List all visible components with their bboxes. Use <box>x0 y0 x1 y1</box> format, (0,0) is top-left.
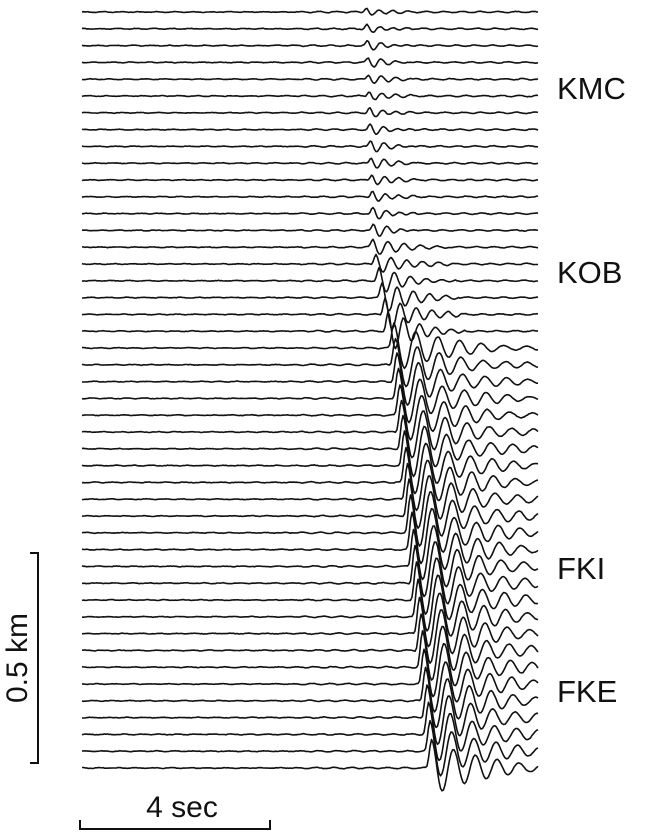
seismogram-trace <box>81 630 539 698</box>
seismogram-trace <box>81 91 539 101</box>
seismogram-trace <box>81 478 539 547</box>
seismogram-trace <box>82 322 539 370</box>
seismogram-trace <box>81 174 539 186</box>
seismogram-trace <box>81 446 539 512</box>
seismogram-trace <box>81 399 539 459</box>
time-scale-bar <box>79 820 271 830</box>
seismogram-trace <box>81 528 539 598</box>
seismogram-trace <box>82 206 539 220</box>
time-scale-label: 4 sec <box>146 791 218 824</box>
distance-scale-label: 0.5 km <box>1 613 34 703</box>
seismogram-trace <box>81 701 539 762</box>
seismogram-trace <box>81 494 539 565</box>
seismogram-trace <box>81 266 538 293</box>
seismogram-trace <box>81 511 539 581</box>
seismogram-trace <box>81 648 539 713</box>
seismogram-trace <box>81 430 539 495</box>
seismogram-trace <box>81 297 539 330</box>
seismogram-trace <box>81 719 539 777</box>
seismogram-trace <box>81 666 539 729</box>
seismogram-trace <box>82 596 539 664</box>
seismogram-trace <box>82 282 539 312</box>
seismogram-trace <box>81 414 539 478</box>
station-label-fki: FKI <box>557 551 605 586</box>
seismogram-trace <box>81 140 539 153</box>
seismogram-trace <box>81 310 539 350</box>
seismogram-trace <box>81 367 539 424</box>
station-label-kmc: KMC <box>557 71 626 106</box>
seismogram-trace <box>81 544 539 615</box>
seismogram-trace <box>81 157 539 169</box>
seismogram-trace <box>81 462 539 529</box>
seismogram-trace <box>81 352 538 406</box>
seismogram-trace <box>82 684 539 746</box>
seismogram-trace <box>81 23 539 33</box>
seismogram-trace <box>81 57 539 68</box>
seismogram-trace <box>81 337 539 388</box>
seismogram-trace <box>81 238 539 255</box>
seismogram-trace <box>81 253 539 273</box>
seismogram-trace <box>82 578 539 648</box>
seismogram-trace <box>81 384 539 441</box>
seismogram-trace <box>81 7 539 16</box>
seismogram-trace <box>81 190 539 202</box>
seismogram-trace <box>82 738 539 792</box>
seismogram-trace <box>81 223 539 237</box>
seismogram-trace <box>81 561 539 632</box>
seismogram-trace <box>81 74 539 85</box>
station-label-fke: FKE <box>557 674 617 709</box>
station-label-kob: KOB <box>557 255 622 290</box>
seismogram-trace <box>81 613 539 681</box>
distance-scale-bar <box>30 552 39 764</box>
seismogram-trace <box>81 107 539 118</box>
seismogram-traces <box>81 7 539 792</box>
seismogram-trace <box>81 123 539 136</box>
seismogram-trace <box>81 39 539 51</box>
